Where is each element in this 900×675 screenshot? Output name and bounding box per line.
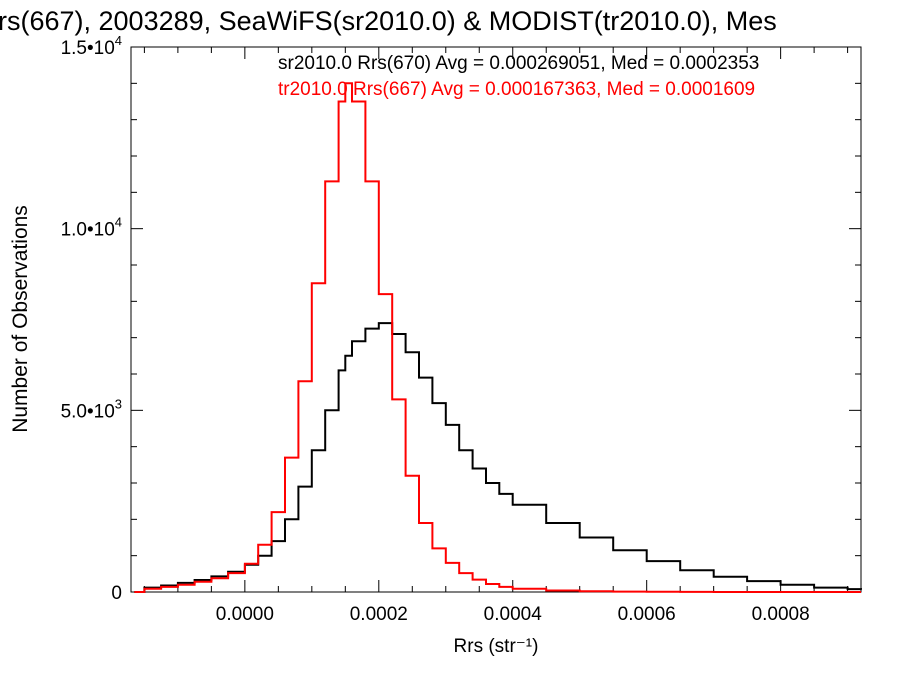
- series-0-line: [134, 322, 862, 593]
- x-tick-label: 0.0002: [350, 604, 408, 625]
- legend-entry-black: sr2010.0 Rrs(670) Avg = 0.000269051, Med…: [278, 53, 759, 74]
- y-tick-label: 0: [111, 583, 122, 604]
- x-tick-label: 0.0008: [752, 604, 810, 625]
- y-tick-label: 1.5•104: [61, 33, 122, 59]
- x-tick-label: 0.0006: [618, 604, 676, 625]
- plot-frame: [130, 46, 862, 593]
- x-tick-label: 0.0000: [216, 604, 274, 625]
- legend-entry-red: tr2010.0 Rrs(667) Avg = 0.000167363, Med…: [278, 79, 755, 100]
- series-lines: [134, 82, 862, 593]
- x-axis-label: Rrs (str⁻¹): [454, 636, 539, 657]
- axis-ticks: 0.0000 0.0002 0.0004 0.0006 0.0008 0 5.0•103 1.…: [61, 33, 861, 625]
- y-tick-label: 1.0•104: [61, 215, 122, 241]
- x-tick-label: 0.0004: [484, 604, 543, 625]
- chart-title: rs(667), 2003289, SeaWiFS(sr2010.0) & MO…: [0, 6, 777, 36]
- y-axis-label: Number of Observations: [9, 205, 32, 433]
- series-1-line: [134, 82, 861, 593]
- y-tick-label: 5.0•103: [61, 396, 122, 422]
